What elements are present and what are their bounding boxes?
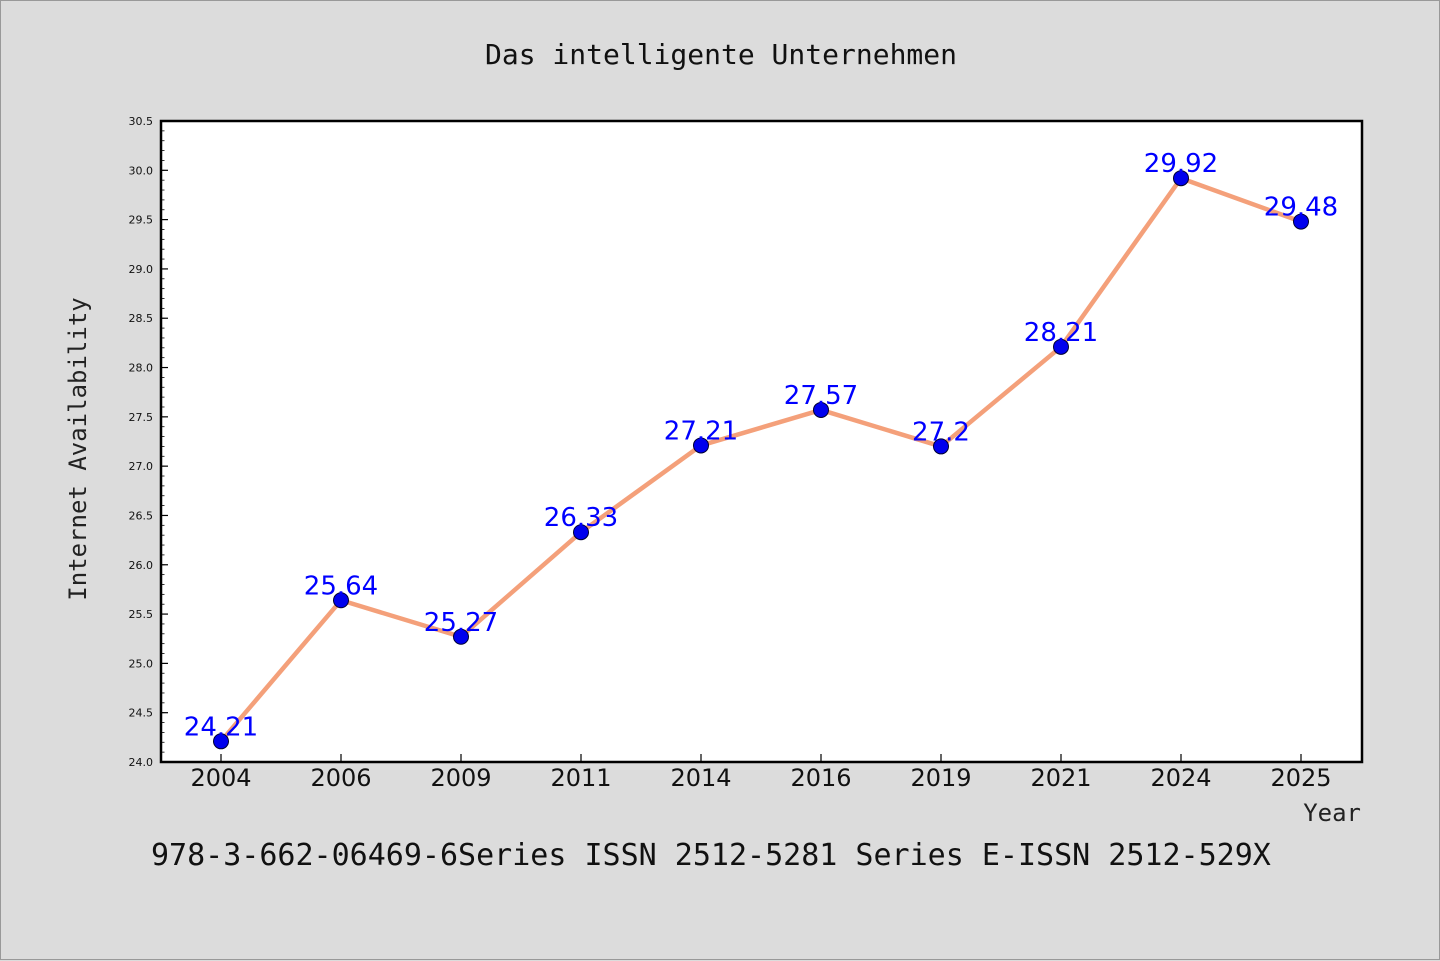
data-point xyxy=(1173,170,1189,187)
data-label: 29.92 xyxy=(1144,149,1218,179)
y-tick-label: 30.0 xyxy=(129,164,154,177)
y-tick-label: 28.5 xyxy=(129,312,154,325)
y-tick-label: 30.5 xyxy=(129,115,154,128)
data-label: 26.33 xyxy=(544,503,618,533)
y-tick-label: 27.0 xyxy=(129,460,154,473)
y-tick-label: 26.5 xyxy=(129,509,154,522)
y-tick-label: 29.5 xyxy=(129,214,154,227)
series-layer: 24.21 25.64 25.27 26.33 27.21 27.57 27.2 28.21 2… xyxy=(184,149,1338,750)
y-tick-label: 24.0 xyxy=(129,756,154,769)
data-point xyxy=(573,524,589,541)
x-tick-label: 2025 xyxy=(1270,764,1331,792)
y-axis-label: Internet Availability xyxy=(64,297,92,600)
x-tick-label: 2006 xyxy=(310,764,371,792)
chart-title: Das intelligente Unternehmen xyxy=(485,38,957,71)
data-label: 27.2 xyxy=(912,417,970,447)
data-point xyxy=(453,628,469,645)
y-tick-label: 25.0 xyxy=(129,657,154,670)
plot-area xyxy=(159,119,1364,764)
data-point xyxy=(213,733,229,750)
data-point xyxy=(813,401,829,418)
x-tick-label: 2004 xyxy=(190,764,251,792)
x-tick-label: 2009 xyxy=(430,764,491,792)
data-point xyxy=(693,437,709,454)
data-point xyxy=(933,438,949,455)
x-axis: 2004 2006 2009 2011 2014 2016 2019 2021 2024 2025 xyxy=(190,754,1332,792)
y-tick-label: 28.0 xyxy=(129,362,154,375)
data-label: 25.27 xyxy=(424,608,498,638)
data-label: 29.48 xyxy=(1264,193,1338,223)
x-tick-label: 2021 xyxy=(1030,764,1091,792)
y-tick-label: 24.5 xyxy=(129,707,154,720)
footer-text: 978-3-662-06469-6Series ISSN 2512-5281 S… xyxy=(151,838,1271,873)
x-tick-label: 2016 xyxy=(790,764,851,792)
y-axis: 24.0 24.5 25.0 25.5 26.0 26.5 27.0 27.5 28.0 28.5… xyxy=(129,115,168,769)
x-tick-label: 2019 xyxy=(910,764,971,792)
y-tick-label: 27.5 xyxy=(129,411,154,424)
data-point xyxy=(1053,338,1069,355)
x-tick-label: 2014 xyxy=(670,764,731,792)
x-tick-label: 2011 xyxy=(550,764,611,792)
data-point xyxy=(1293,213,1309,230)
data-label: 24.21 xyxy=(184,712,258,742)
y-tick-label: 26.0 xyxy=(129,559,154,572)
data-label: 27.21 xyxy=(664,416,738,446)
data-label: 25.64 xyxy=(304,571,378,601)
data-label: 27.57 xyxy=(784,381,858,411)
data-label: 28.21 xyxy=(1024,318,1098,348)
series-line xyxy=(219,175,1302,743)
y-tick-label: 25.5 xyxy=(129,608,154,621)
x-axis-label: Year xyxy=(1303,799,1361,827)
x-tick-label: 2024 xyxy=(1150,764,1211,792)
y-tick-label: 29.0 xyxy=(129,263,154,276)
data-point xyxy=(333,592,349,609)
